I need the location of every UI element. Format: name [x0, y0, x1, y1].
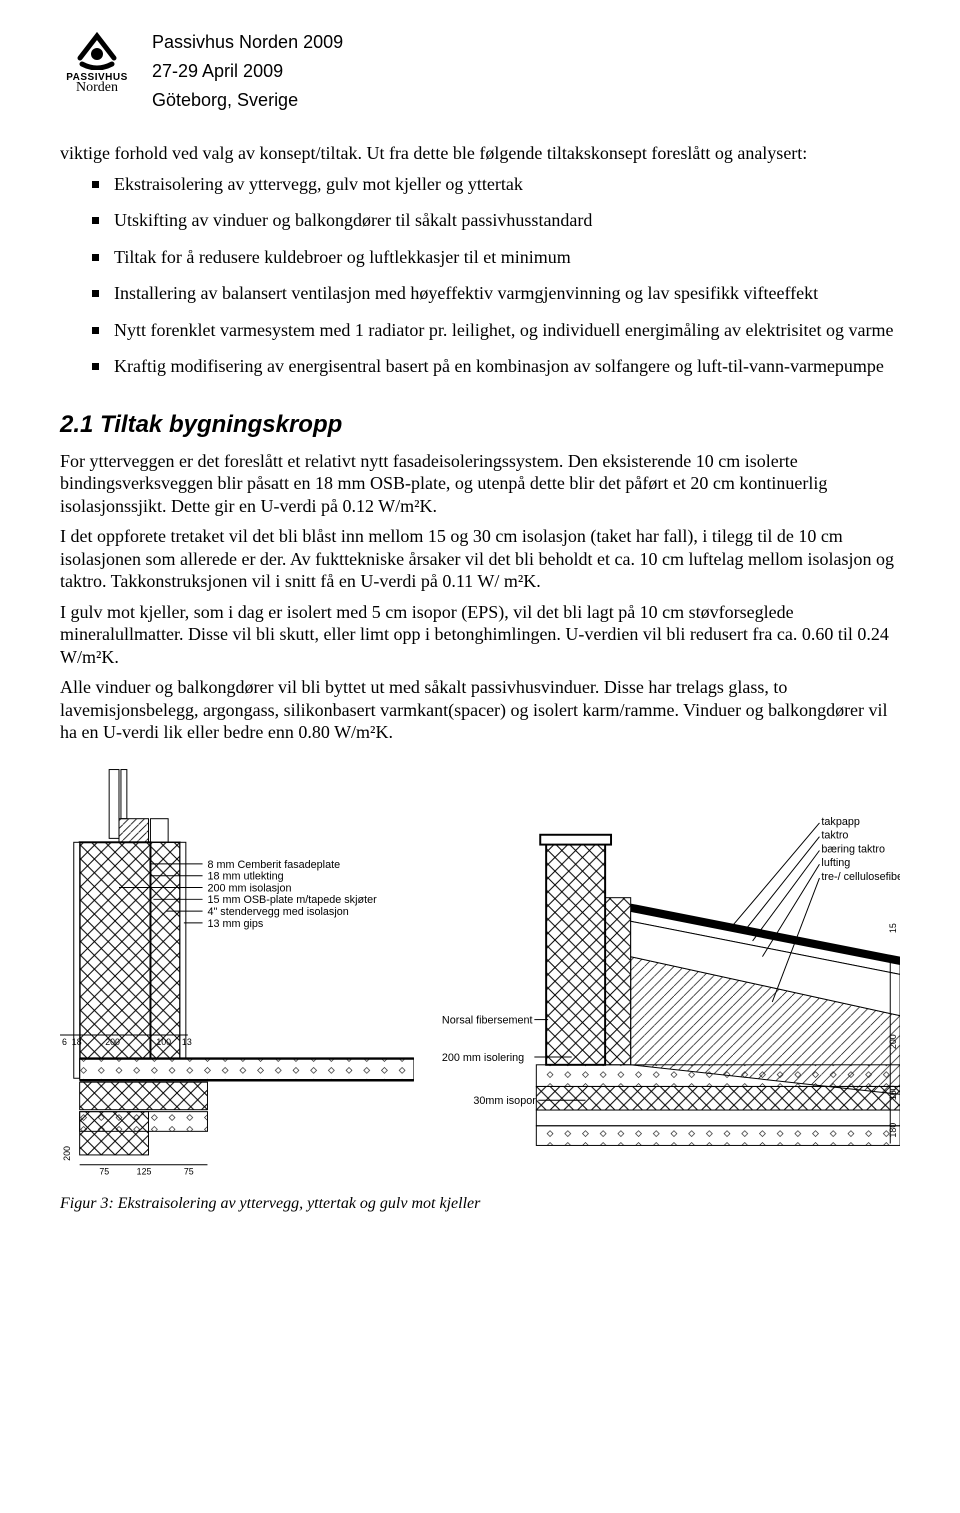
svg-text:100: 100 [156, 1037, 171, 1047]
label: bæring taktro [821, 843, 885, 855]
list-item: Tiltak for å redusere kuldebroer og luft… [114, 246, 900, 269]
svg-text:13: 13 [182, 1037, 192, 1047]
label: 13 mm gips [207, 918, 263, 930]
label: Norsal fibersement [442, 1014, 533, 1026]
label: 200 mm isolering [442, 1052, 524, 1064]
svg-text:200: 200 [105, 1037, 120, 1047]
list-item: Utskifting av vinduer og balkongdører ti… [114, 209, 900, 232]
svg-text:200: 200 [888, 1034, 898, 1049]
svg-text:200: 200 [62, 1146, 72, 1161]
header-line-3: Göteborg, Sverige [152, 86, 343, 115]
wall-section-drawing: 8 mm Cemberit fasadeplate 18 mm utlektin… [60, 766, 414, 1186]
label: 4" stendervegg med isolasjon [207, 906, 348, 918]
logo: PASSIVHUS Norden [60, 28, 134, 93]
section-para-2: I det oppforete tretaket vil det bli blå… [60, 525, 900, 593]
list-item: Nytt forenklet varmesystem med 1 radiato… [114, 319, 900, 342]
section-para-4: Alle vinduer og balkongdører vil bli byt… [60, 676, 900, 744]
label: takpapp [821, 816, 859, 828]
logo-text-bottom: Norden [60, 83, 134, 93]
section-para-1: For ytterveggen er det foreslått et rela… [60, 450, 900, 518]
intro-para: viktige forhold ved valg av konsept/tilt… [60, 142, 900, 165]
list-item: Ekstraisolering av yttervegg, gulv mot k… [114, 173, 900, 196]
page: PASSIVHUS Norden Passivhus Norden 2009 2… [0, 0, 960, 1268]
label: 8 mm Cemberit fasadeplate [207, 859, 340, 871]
svg-text:75: 75 [184, 1166, 194, 1176]
bullet-list: Ekstraisolering av yttervegg, gulv mot k… [60, 173, 900, 378]
label: lufting [821, 857, 850, 869]
page-header: PASSIVHUS Norden Passivhus Norden 2009 2… [60, 28, 900, 114]
svg-text:100: 100 [888, 1085, 898, 1100]
label: taktro [821, 830, 848, 842]
header-text: Passivhus Norden 2009 27-29 April 2009 G… [152, 28, 343, 114]
label: 30mm isopor [473, 1095, 536, 1107]
label: 15 mm OSB-plate m/tapede skjøter [207, 894, 377, 906]
figure-3: 8 mm Cemberit fasadeplate 18 mm utlektin… [60, 766, 900, 1214]
section-para-3: I gulv mot kjeller, som i dag er isolert… [60, 601, 900, 669]
label: 18 mm utlekting [207, 871, 283, 883]
house-icon [68, 28, 126, 70]
roof-section-drawing: Norsal fibersement 200 mm isolering 30mm… [438, 806, 900, 1186]
svg-text:180: 180 [888, 1123, 898, 1138]
svg-text:15: 15 [888, 923, 898, 933]
list-item: Kraftig modifisering av energisentral ba… [114, 355, 900, 378]
body: viktige forhold ved valg av konsept/tilt… [60, 142, 900, 1214]
label: 200 mm isolasjon [207, 882, 291, 894]
header-line-2: 27-29 April 2009 [152, 57, 343, 86]
svg-text:6: 6 [62, 1037, 67, 1047]
label: tre-/ cellulosefiber [821, 871, 900, 883]
svg-text:18: 18 [72, 1037, 82, 1047]
list-item: Installering av balansert ventilasjon me… [114, 282, 900, 305]
svg-text:125: 125 [137, 1166, 152, 1176]
section-heading: 2.1 Tiltak bygningskropp [60, 410, 900, 440]
header-line-1: Passivhus Norden 2009 [152, 28, 343, 57]
figure-caption: Figur 3: Ekstraisolering av yttervegg, y… [60, 1194, 900, 1214]
svg-text:75: 75 [99, 1166, 109, 1176]
